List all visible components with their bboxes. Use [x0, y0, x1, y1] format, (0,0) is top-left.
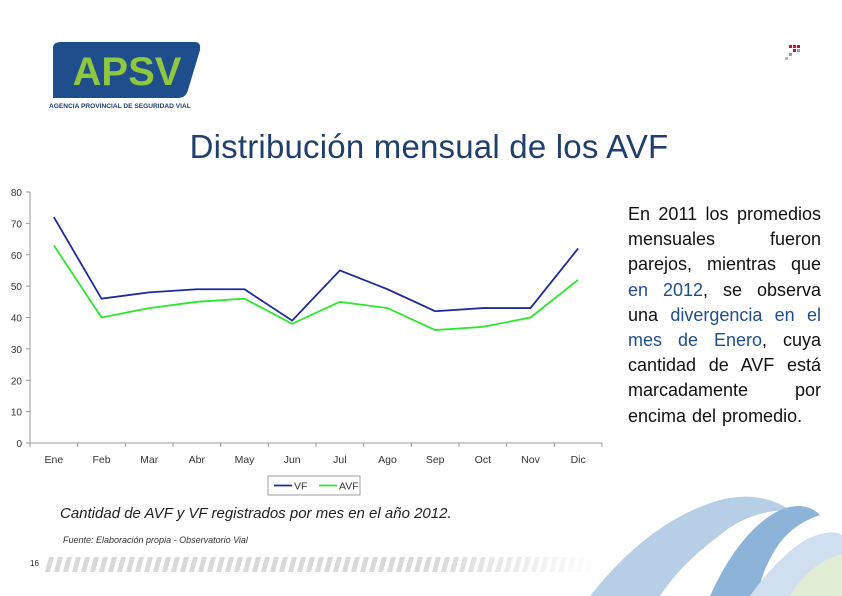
y-tick-label: 0 [16, 439, 22, 450]
page-title: Distribución mensual de los AVF [189, 128, 669, 165]
corner-dots-icon [785, 45, 800, 60]
decorative-swoosh [590, 496, 842, 596]
x-tick-label: Jul [333, 454, 346, 466]
x-tick-label: Sep [426, 454, 445, 466]
side-text-highlight-2: divergencia en el mes de Enero [628, 304, 821, 351]
y-tick-label: 70 [11, 219, 23, 230]
chart-legend: VF AVF [267, 475, 361, 496]
side-text-part-1: En 2011 los promedios mensuales fueron p… [628, 204, 821, 275]
x-tick-label: Ago [378, 454, 397, 466]
y-tick-label: 60 [11, 251, 23, 262]
line-chart: 0 10 20 30 40 50 60 70 80 Ene Feb Mar Abr May Jun Jul A… [11, 188, 603, 496]
x-tick-label: Ene [44, 454, 63, 466]
x-tick-label: May [235, 454, 256, 466]
side-text-part-2: , se observa una [628, 279, 821, 325]
x-tick-label: Jun [284, 454, 301, 466]
series-line-vf [53, 216, 579, 322]
series-line-avf [53, 244, 579, 331]
side-text-highlight-1: en 2012 [628, 279, 704, 300]
chart-caption: Cantidad de AVF y VF registrados por mes… [60, 505, 452, 522]
y-axis: 0 10 20 30 40 50 60 70 80 [11, 188, 31, 450]
y-tick-label: 30 [11, 345, 23, 356]
logo-text: APSV [73, 50, 182, 94]
x-tick-label: Nov [521, 454, 540, 466]
x-axis: Ene Feb Mar Abr May Jun Jul Ago Sep Oct Nov Dic [29, 442, 603, 466]
y-tick-label: 80 [11, 188, 23, 199]
y-tick-label: 50 [11, 282, 23, 293]
page-number: 16 [30, 559, 39, 568]
x-tick-label: Feb [92, 454, 110, 466]
legend-label-avf: AVF [339, 481, 359, 493]
x-tick-label: Mar [140, 454, 159, 466]
x-tick-label: Abr [189, 454, 206, 466]
apsv-logo: APSV AGENCIA PROVINCIAL DE SEGURIDAD VIA… [49, 42, 201, 110]
y-tick-label: 10 [11, 408, 23, 419]
x-tick-label: Dic [571, 454, 586, 466]
source-note: Fuente: Elaboración propia - Observatori… [63, 535, 248, 545]
logo-subtitle: AGENCIA PROVINCIAL DE SEGURIDAD VIAL [49, 103, 191, 110]
y-tick-label: 40 [11, 314, 23, 325]
x-tick-label: Oct [475, 454, 491, 466]
series-lines [53, 216, 579, 331]
side-text-part-3: , cuya cantidad de AVF está marcadamente… [628, 330, 821, 426]
legend-label-vf: VF [294, 481, 307, 493]
legend-box [267, 475, 361, 496]
y-tick-label: 20 [11, 376, 23, 387]
side-text: En 2011 los promedios mensuales fueron p… [628, 202, 821, 429]
decorative-stripes [45, 557, 600, 572]
